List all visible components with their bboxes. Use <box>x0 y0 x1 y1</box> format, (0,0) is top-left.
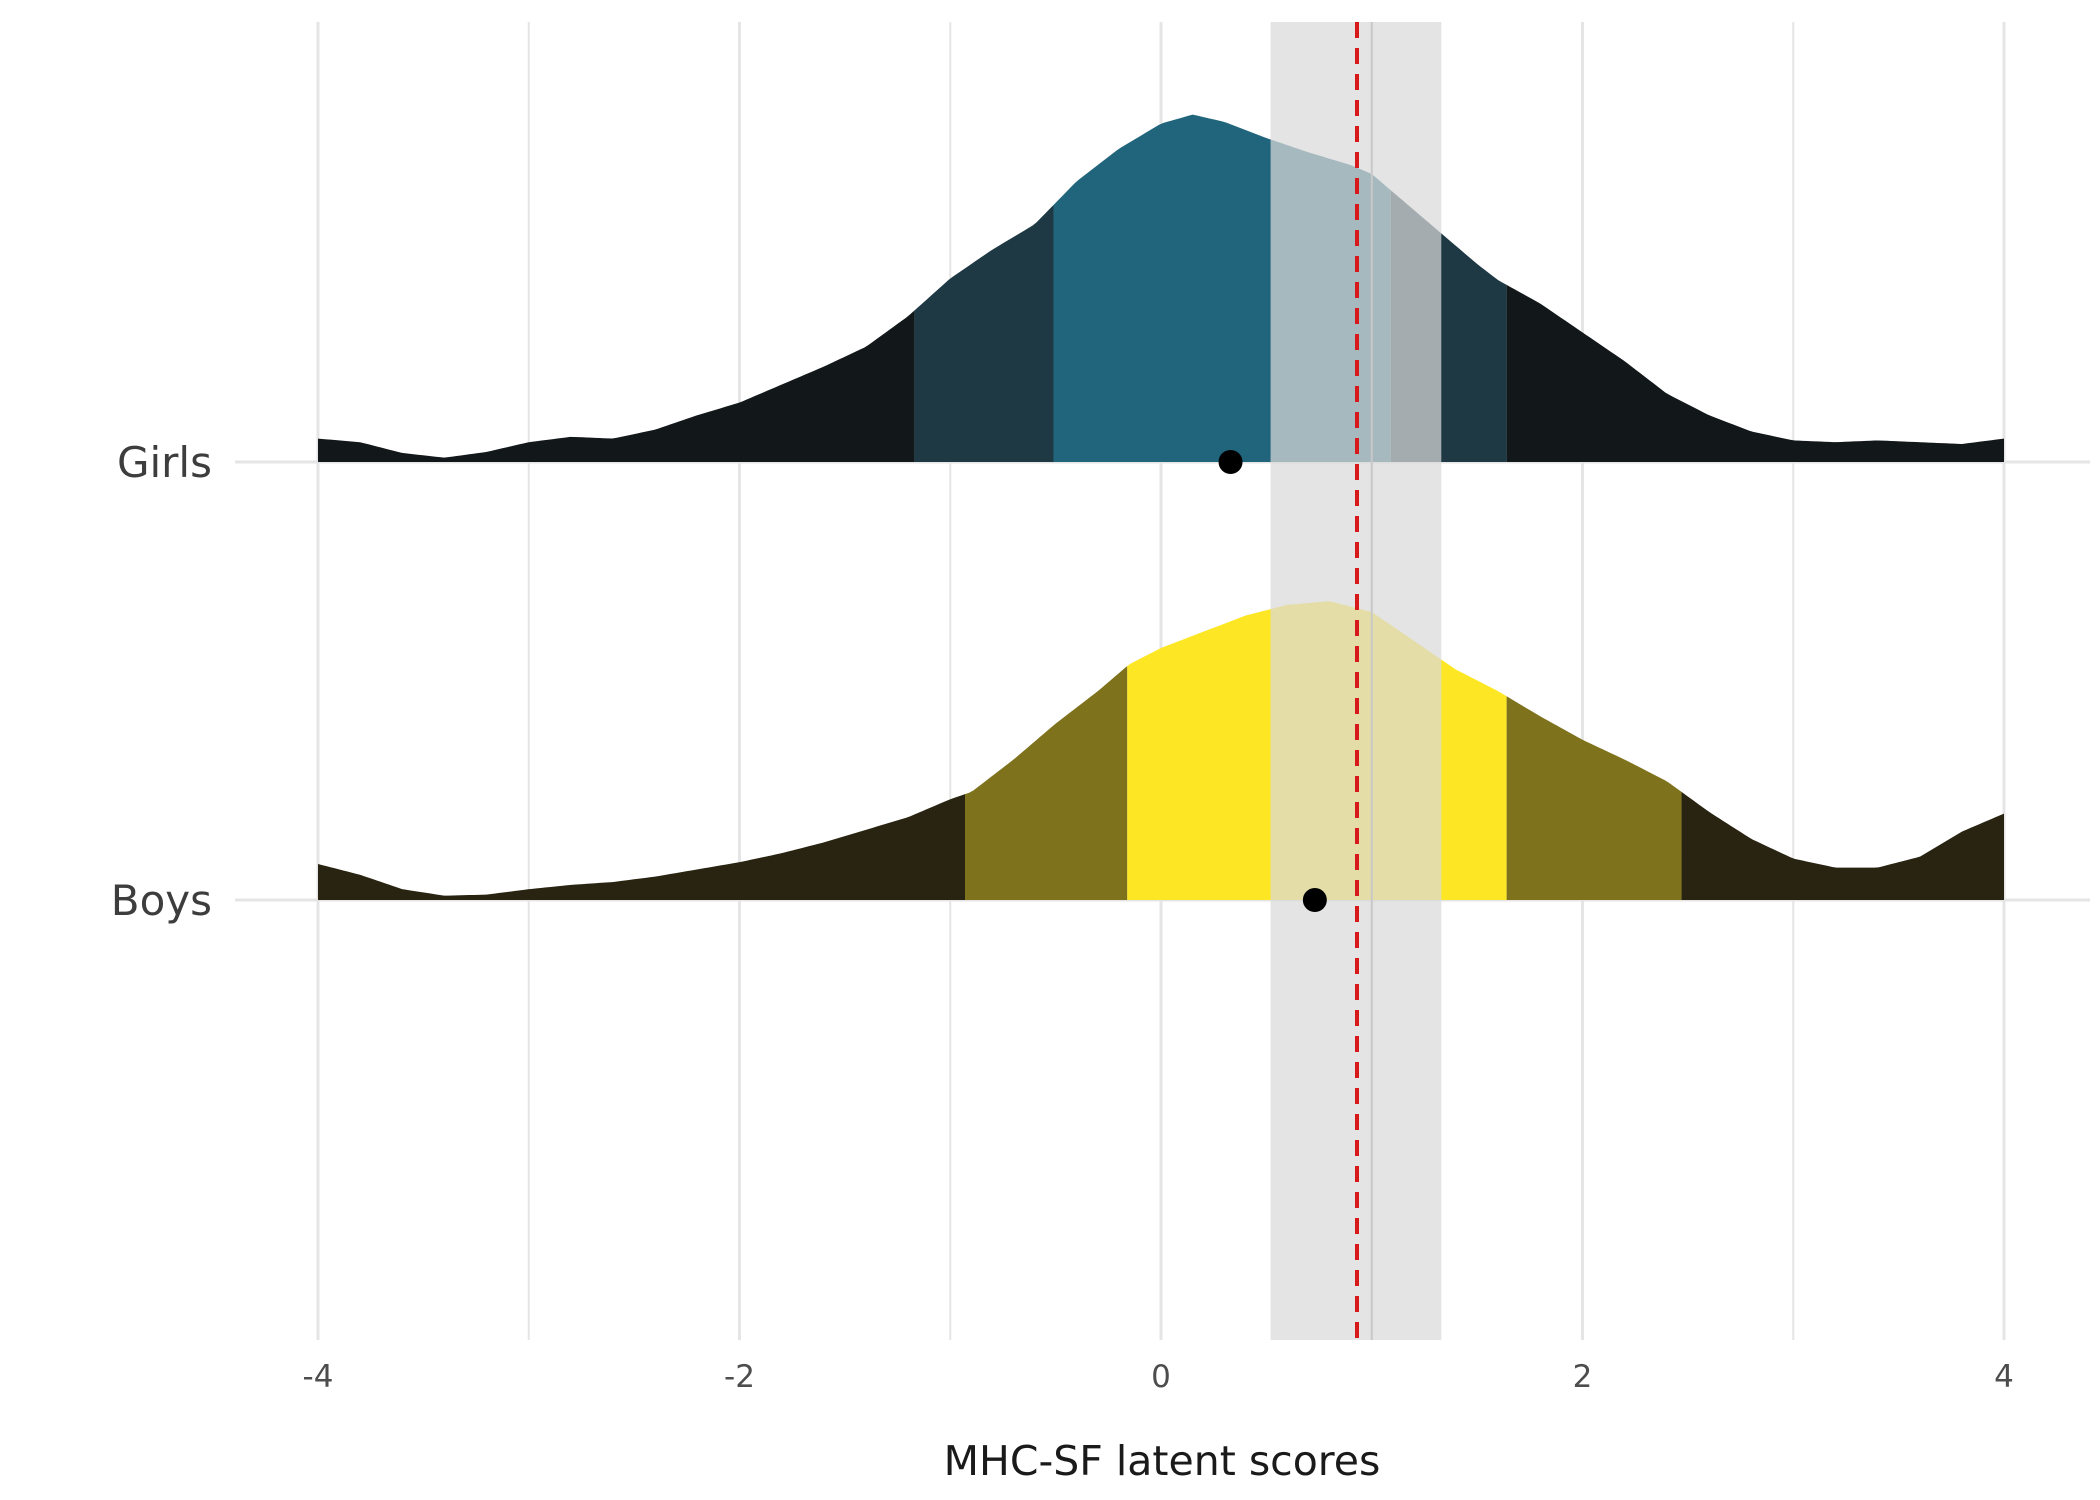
density-region-outer-tail-left <box>318 794 965 900</box>
mean-point-boys <box>1302 888 1327 912</box>
x-tick-label: 0 <box>1151 1359 1171 1395</box>
density-region-outer-tail-left <box>318 310 915 462</box>
y-tick-label: Boys <box>111 876 212 925</box>
label-layer: Girls Boys -4 -2 0 2 4 <box>111 438 2014 1395</box>
y-tick-label: Girls <box>117 438 212 487</box>
x-tick-label: -2 <box>724 1359 755 1395</box>
x-tick-label: 2 <box>1573 1359 1593 1395</box>
density-region-mid-band-left <box>965 666 1128 900</box>
density-region-mid-band-right <box>1506 696 1682 900</box>
x-axis-title: MHC-SF latent scores <box>944 1437 1381 1485</box>
density-region-mid-band-left <box>914 204 1054 462</box>
density-region-outer-tail-right <box>1506 284 2004 462</box>
x-tick-label: -4 <box>303 1359 334 1395</box>
mean-point-girls <box>1218 450 1243 474</box>
density-ridge-girls <box>318 114 2004 462</box>
x-tick-label: 4 <box>1994 1359 2014 1395</box>
density-region-outer-tail-right <box>1681 791 2004 900</box>
overlay-layer <box>1218 22 1373 1340</box>
